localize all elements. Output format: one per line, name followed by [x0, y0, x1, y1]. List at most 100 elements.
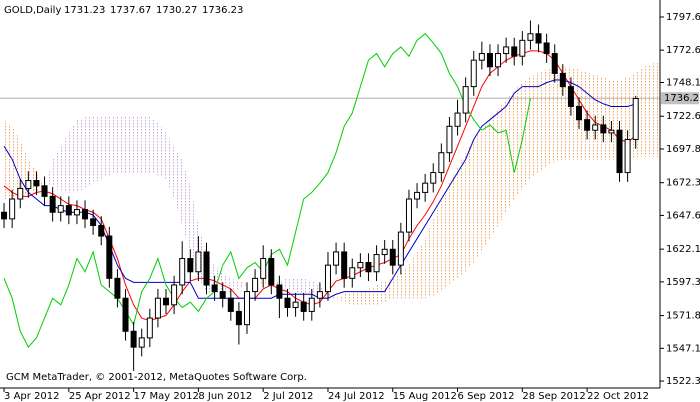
candle-body: [470, 59, 477, 88]
cloud-segment: [400, 265, 409, 299]
candle-body: [584, 119, 591, 131]
candle-body: [252, 277, 259, 293]
candle-body: [357, 262, 364, 269]
x-tick-label: 25 Apr 2012: [69, 391, 131, 402]
price-label-box: [661, 92, 699, 105]
cloud-segment: [408, 251, 418, 299]
y-tick-label: 1522.35: [666, 376, 700, 387]
ohlc-value: 1730.27: [156, 5, 197, 16]
candle-body: [576, 105, 583, 121]
cloud-segment: [473, 130, 482, 263]
cloud-segment: [554, 66, 563, 162]
candle-body: [333, 251, 340, 266]
cloud-segment: [133, 117, 142, 173]
candle-body: [179, 258, 186, 286]
ohlc-value: 1736.23: [202, 5, 243, 16]
candle-body: [486, 53, 493, 68]
cloud-segment: [174, 146, 183, 226]
cloud-segment: [4, 119, 13, 200]
candle-body: [308, 297, 315, 312]
y-tick-label: 1547.10: [666, 343, 700, 354]
candle-body: [227, 297, 234, 312]
x-tick-label: 3 Apr 2012: [4, 391, 59, 402]
candle-body: [616, 129, 623, 174]
candle-body: [268, 258, 275, 286]
candle-body: [600, 124, 607, 134]
cloud-segment: [125, 117, 134, 173]
cloud-segment: [327, 291, 337, 299]
cloud-segment: [514, 82, 523, 200]
candle-body: [422, 182, 429, 193]
cloud-segment: [303, 278, 312, 297]
cloud-segment: [360, 288, 369, 305]
cloud-segment: [498, 99, 507, 226]
cloud-segment: [425, 218, 434, 299]
y-tick-label: 1571.85: [666, 311, 700, 322]
cloud-segment: [538, 69, 547, 173]
candle-body: [365, 262, 372, 273]
candle-body: [33, 180, 40, 187]
candle-body: [567, 86, 574, 107]
cloud-segment: [287, 278, 296, 292]
candle-body: [41, 185, 48, 197]
candle-body: [171, 284, 178, 306]
candle-body: [462, 86, 469, 114]
cloud-segment: [603, 77, 612, 160]
y-tick-label: 1722.60: [666, 111, 700, 122]
cloud-segment: [222, 271, 231, 295]
candle-body: [527, 33, 534, 41]
cloud-segment: [457, 152, 466, 279]
cloud-segment: [85, 117, 94, 189]
candle-body: [73, 209, 80, 216]
cloud-segment: [546, 66, 555, 166]
cloud-segment: [449, 165, 458, 285]
candle-body: [292, 301, 299, 308]
cloud-segment: [352, 291, 361, 305]
cloud-segment: [93, 117, 102, 184]
cloud-segment: [344, 291, 353, 305]
candle-body: [381, 248, 388, 256]
cloud-segment: [141, 117, 150, 173]
candle-body: [414, 191, 421, 200]
cloud-segment: [12, 126, 21, 200]
cloud-segment: [433, 199, 442, 296]
candle-body: [300, 301, 307, 312]
x-tick-label: 22 Oct 2012: [587, 391, 649, 402]
candle-body: [146, 317, 153, 339]
candle-body: [511, 46, 518, 57]
cloud-segment: [384, 278, 393, 303]
candle-body: [187, 258, 194, 273]
x-tick-label: 24 Jul 2012: [328, 391, 385, 402]
candle-body: [82, 209, 89, 220]
candle-body: [632, 98, 639, 141]
credit: GCM MetaTrader, © 2001-2012, MetaQuotes …: [6, 372, 307, 383]
candle-body: [608, 129, 615, 134]
y-tick-label: 1647.60: [666, 210, 700, 221]
candle-body: [17, 187, 24, 200]
cloud-segment: [44, 159, 53, 189]
cloud-segment: [368, 284, 377, 305]
candle-body: [122, 297, 129, 332]
candle-body: [316, 291, 323, 299]
x-tick-label: 17 May 2012: [134, 391, 199, 402]
x-tick-label: 2 Jul 2012: [263, 391, 313, 402]
ohlc-value: 1731.23: [64, 5, 105, 16]
y-tick-label: 1672.35: [666, 178, 700, 189]
x-tick-label: 15 Aug 2012: [393, 391, 457, 402]
candle-body: [551, 53, 558, 74]
cloud-segment: [76, 117, 86, 193]
candle-body: [397, 231, 404, 266]
plot-area: [0, 20, 660, 371]
candle-body: [543, 42, 550, 55]
cloud-segment: [441, 183, 450, 292]
indicator-line: [3, 33, 531, 349]
candle-body: [535, 33, 542, 44]
candle-body: [9, 198, 16, 220]
candle-body: [438, 152, 445, 174]
cloud-segment: [595, 74, 604, 160]
x-tick-label: 8 Jun 2012: [198, 391, 252, 402]
candle-body: [284, 297, 291, 308]
y-tick-label: 1597.35: [666, 277, 700, 288]
y-tick-label: 1772.60: [666, 45, 700, 56]
candle-body: [130, 330, 137, 348]
